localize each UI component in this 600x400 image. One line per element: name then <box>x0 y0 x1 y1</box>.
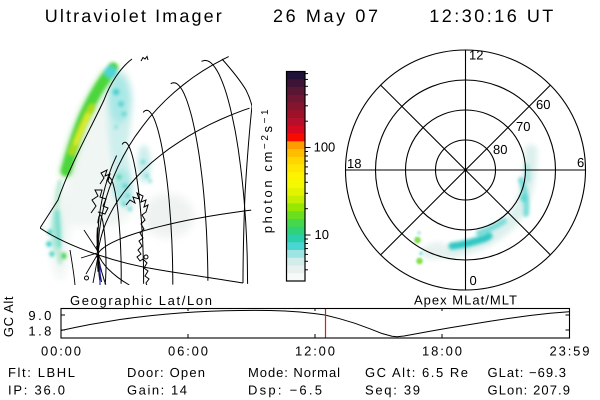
svg-text:GLon: 207.9: GLon: 207.9 <box>488 383 571 398</box>
svg-text:06:00: 06:00 <box>168 344 208 359</box>
svg-text:12:30:16 UT: 12:30:16 UT <box>429 6 553 26</box>
svg-text:70: 70 <box>516 119 530 134</box>
svg-text:100: 100 <box>314 140 336 155</box>
svg-text:60: 60 <box>536 97 550 112</box>
svg-text:GC Alt: 6.5 Re: GC Alt: 6.5 Re <box>365 365 468 380</box>
svg-text:6: 6 <box>577 155 584 170</box>
svg-text:Dsp: −6.5: Dsp: −6.5 <box>248 383 322 398</box>
svg-text:GC Alt: GC Alt <box>1 296 16 337</box>
svg-text:10: 10 <box>315 227 329 242</box>
svg-text:12: 12 <box>469 48 483 63</box>
svg-text:Seq: 39: Seq: 39 <box>365 383 420 398</box>
svg-text:Mode: Normal: Mode: Normal <box>248 365 340 380</box>
svg-text:18:00: 18:00 <box>422 344 462 359</box>
svg-text:Apex MLat/MLT: Apex MLat/MLT <box>414 293 517 308</box>
svg-text:GLat: −69.3: GLat: −69.3 <box>488 365 567 380</box>
svg-text:Geographic Lat/Lon: Geographic Lat/Lon <box>70 293 212 308</box>
svg-text:23:59: 23:59 <box>550 344 590 359</box>
svg-text:Door: Open: Door: Open <box>127 365 205 380</box>
svg-text:Flt: LBHL: Flt: LBHL <box>8 365 75 380</box>
svg-text:80: 80 <box>493 142 507 157</box>
svg-text:18: 18 <box>347 156 361 171</box>
svg-text:0: 0 <box>470 273 477 288</box>
svg-text:00:00: 00:00 <box>41 344 81 359</box>
svg-text:1.8: 1.8 <box>28 323 51 338</box>
svg-text:Gain: 14: Gain: 14 <box>127 383 187 398</box>
svg-text:9.0: 9.0 <box>28 308 51 323</box>
svg-text:photon cm−2s−1: photon cm−2s−1 <box>260 107 275 233</box>
svg-text:12:00: 12:00 <box>295 344 335 359</box>
svg-text:26 May 07: 26 May 07 <box>273 6 378 26</box>
